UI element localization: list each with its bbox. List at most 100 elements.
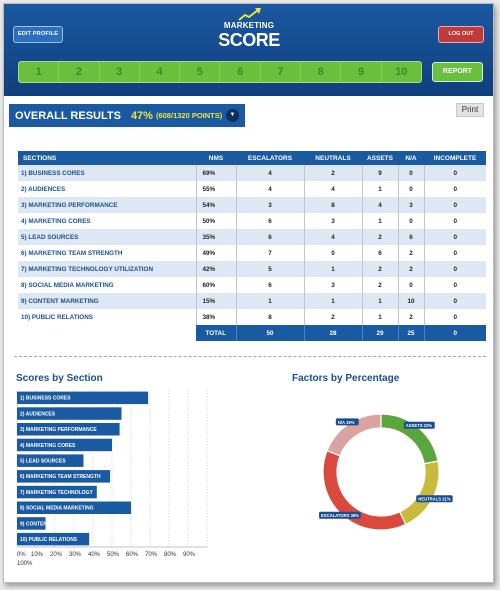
nms-value: 60%	[196, 277, 237, 293]
total-label: TOTAL	[196, 325, 237, 341]
neutrals-value: 2	[304, 309, 363, 325]
logout-button[interactable]: LOG OUT	[438, 26, 484, 43]
x-tick-label: 40%	[88, 552, 101, 558]
report-button[interactable]: REPORT	[432, 62, 483, 82]
total-incomplete: 0	[424, 325, 486, 341]
assets-value: 2	[362, 277, 399, 293]
column-header: NMS	[196, 151, 236, 165]
header: EDIT PROFILE MARKETING SCORE LOG OUT 1 2…	[4, 4, 493, 96]
section-name: 1) BUSINESS CORES	[18, 165, 197, 181]
section-name: 6) MARKETING TEAM STRENGTH	[18, 245, 197, 261]
donut-label-text: N/A 19%	[338, 420, 355, 425]
factors-donut-chart: ASSETS 22% NEUTRALS 21% ESCALATORS 38% N/A …	[319, 413, 453, 531]
na-value: 0	[398, 165, 425, 181]
neutrals-value: 3	[304, 277, 363, 293]
table-row: 2) AUDIENCES 55% 4 4 1 0 0	[18, 181, 486, 197]
step-7[interactable]: 7	[261, 62, 302, 82]
na-value: 3	[398, 197, 425, 213]
table-row: 7) MARKETING TECHNOLOGY UTILIZATION 42% 5 1…	[18, 261, 486, 277]
section-divider	[14, 356, 486, 357]
escalators-value: 3	[236, 197, 305, 213]
neutrals-value: 2	[304, 165, 363, 181]
escalators-value: 7	[236, 245, 305, 261]
incomplete-value: 0	[424, 213, 486, 229]
nms-value: 49%	[196, 245, 237, 261]
score-bar	[17, 454, 84, 467]
table-row: 10) PUBLIC RELATIONS 38% 8 2 1 2 0	[18, 309, 486, 325]
incomplete-value: 0	[424, 197, 486, 213]
escalators-value: 8	[236, 309, 305, 325]
x-tick-label: 90%	[183, 552, 196, 558]
na-value: 2	[398, 309, 425, 325]
escalators-value: 6	[236, 213, 305, 229]
incomplete-value: 0	[424, 261, 486, 277]
chevron-down-icon[interactable]: ▼	[226, 109, 239, 122]
step-4[interactable]: 4	[140, 62, 181, 82]
incomplete-value: 0	[424, 309, 486, 325]
donut-label: N/A 19%	[335, 418, 359, 426]
score-bar	[17, 501, 131, 514]
step-9[interactable]: 9	[341, 62, 382, 82]
na-value: 2	[398, 245, 425, 261]
step-8[interactable]: 8	[301, 62, 342, 82]
nms-value: 15%	[196, 293, 237, 309]
edit-profile-button[interactable]: EDIT PROFILE	[13, 26, 63, 43]
column-header: NEUTRALS	[304, 151, 362, 165]
x-tick-label: 0%	[17, 552, 26, 558]
score-bar	[17, 407, 122, 420]
escalators-value: 5	[236, 261, 305, 277]
step-2[interactable]: 2	[59, 62, 100, 82]
escalators-value: 6	[236, 229, 305, 245]
neutrals-value: 8	[304, 197, 363, 213]
na-value: 10	[398, 293, 425, 309]
table-row: 8) SOCIAL MEDIA MARKETING 60% 6 3 2 0 0	[18, 277, 486, 293]
donut-label-text: ASSETS 22%	[406, 423, 433, 428]
bar-label: 5) LEAD SOURCES	[20, 458, 66, 464]
bar-label: 7) MARKETING TECHNOLOGY	[20, 490, 93, 496]
total-neutrals: 28	[304, 325, 363, 341]
step-5[interactable]: 5	[180, 62, 221, 82]
donut-label-badge	[416, 495, 453, 503]
section-name: 5) LEAD SOURCES	[18, 229, 197, 245]
score-bar	[17, 532, 90, 546]
bar-label: 3) MARKETING PERFORMANCE	[20, 427, 97, 433]
escalators-value: 4	[236, 165, 305, 181]
bar-label: 1) BUSINESS CORES	[20, 396, 71, 402]
column-header: ASSETS	[362, 151, 398, 165]
x-tick-label: 60%	[126, 552, 139, 558]
scores-by-section-chart: 1) BUSINESS CORES 2) AUDIENCES 3) MARKETIN…	[16, 390, 208, 567]
assets-value: 9	[362, 165, 399, 181]
step-navigation: 1 2 3 4 5 6 7 8 9 10	[18, 61, 422, 83]
print-button[interactable]: Print	[456, 103, 484, 117]
score-bar	[17, 485, 97, 499]
results-table: SECTIONS NMS ESCALATORS NEUTRALS ASSETS …	[18, 151, 486, 341]
x-tick-label: 30%	[69, 552, 82, 558]
assets-value: 1	[362, 309, 399, 325]
step-10[interactable]: 10	[395, 66, 408, 78]
logo-arrow-icon	[238, 8, 261, 21]
donut-label: ESCALATORS 38%	[319, 511, 361, 519]
donut-slice	[326, 413, 382, 457]
score-bar	[17, 517, 46, 530]
bar-label: 10) PUBLIC RELATIONS	[20, 537, 78, 543]
bar-label: 8) SOCIAL MEDIA MARKETING	[20, 506, 94, 512]
nms-value: 38%	[196, 309, 237, 325]
score-bar	[17, 423, 120, 436]
donut-label-badge	[335, 418, 359, 426]
total-assets: 29	[362, 325, 399, 341]
table-row: 6) MARKETING TEAM STRENGTH 49% 7 0 6 2 0	[18, 245, 486, 261]
donut-label-badge	[319, 511, 361, 519]
section-name: 7) MARKETING TECHNOLOGY UTILIZATION	[18, 261, 197, 277]
step-1[interactable]: 1	[19, 62, 60, 82]
step-6[interactable]: 6	[220, 62, 261, 82]
nms-value: 35%	[196, 229, 237, 245]
step-3[interactable]: 3	[100, 62, 140, 82]
donut-slice	[398, 460, 440, 526]
table-row: 3) MARKETING PERFORMANCE 54% 3 8 4 3 0	[18, 197, 486, 213]
score-bar	[17, 470, 111, 483]
donut-label: ASSETS 22%	[403, 421, 435, 429]
table-total-row: TOTAL 50 28 29 25 0	[18, 325, 486, 341]
incomplete-value: 0	[424, 277, 486, 293]
assets-value: 1	[362, 181, 399, 197]
incomplete-value: 0	[424, 245, 486, 261]
